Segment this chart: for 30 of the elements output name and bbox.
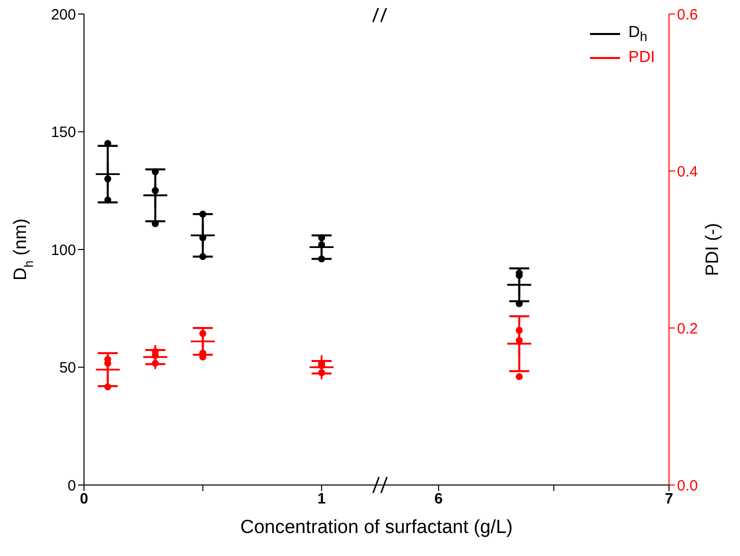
y-tick-label: 200	[50, 6, 76, 24]
legend-label: D$_{h}$	[628, 24, 648, 44]
x-tick-label: 7	[664, 490, 674, 508]
point	[104, 196, 112, 204]
point	[199, 253, 206, 260]
y2-axis-title: PDI (-)	[702, 223, 722, 276]
legend-label: PDI	[628, 49, 655, 67]
x-tick-label: 0	[80, 490, 88, 508]
point	[516, 300, 523, 308]
point	[96, 162, 120, 186]
point	[104, 383, 112, 390]
y-tick-label: 150	[50, 124, 76, 142]
x-tick-label: 1	[317, 490, 326, 508]
point	[143, 345, 168, 370]
y-tick-label: 50	[59, 360, 76, 377]
point	[310, 355, 334, 380]
x-tick-label: 6	[434, 490, 443, 508]
y2-tick-label: 0.2	[677, 320, 698, 338]
y-tick-label: 100	[50, 242, 76, 259]
point	[152, 168, 159, 176]
y2-tick-label: 0.6	[677, 6, 698, 24]
point	[190, 223, 215, 248]
y2-tick-label: 0.0	[677, 477, 698, 494]
point	[199, 210, 206, 218]
y-tick-label: 0	[68, 477, 76, 494]
y2-tick-label: 0.4	[677, 163, 698, 180]
x-axis-title: Concentration of surfactant (g/L)	[239, 517, 514, 539]
point	[152, 220, 159, 228]
point	[516, 373, 523, 380]
point	[104, 140, 112, 148]
